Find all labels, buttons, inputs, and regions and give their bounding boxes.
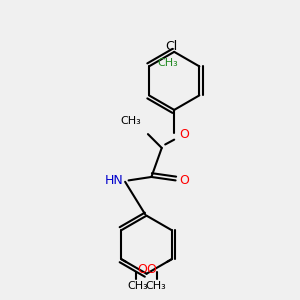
- Text: CH₃: CH₃: [157, 58, 178, 68]
- Text: HN: HN: [104, 174, 123, 187]
- Text: O: O: [146, 263, 156, 276]
- Text: Cl: Cl: [165, 40, 178, 53]
- Text: CH₃: CH₃: [120, 116, 141, 126]
- Text: O: O: [180, 174, 190, 187]
- Text: O: O: [137, 263, 147, 276]
- Text: CH₃: CH₃: [127, 281, 148, 291]
- Text: O: O: [179, 128, 189, 141]
- Text: CH₃: CH₃: [146, 281, 166, 291]
